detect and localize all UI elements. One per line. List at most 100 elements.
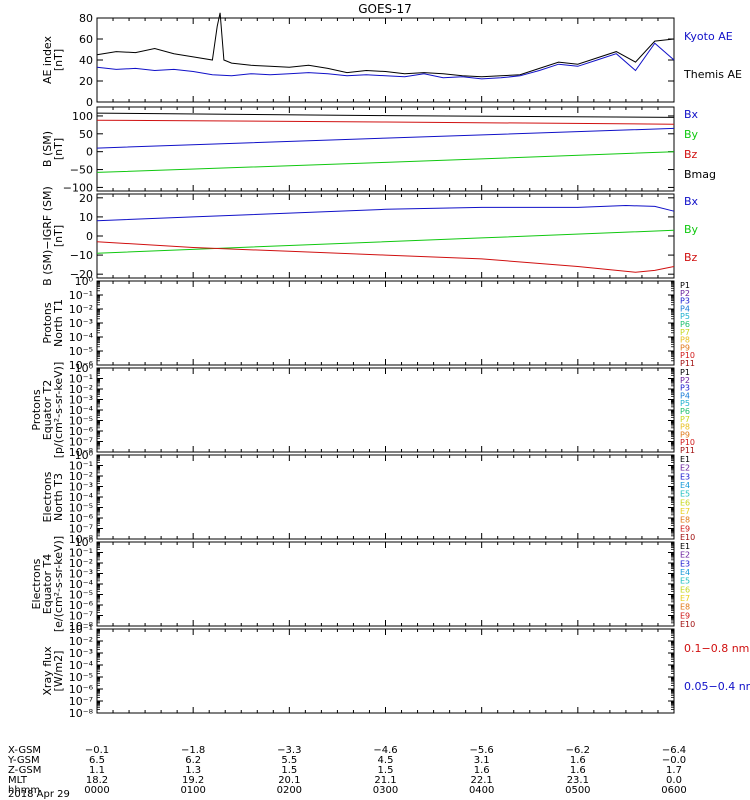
x-tick-value: 1.5 — [378, 765, 394, 776]
x-tick-value: −3.3 — [277, 745, 301, 756]
legend-label: Bz — [684, 148, 698, 161]
y-axis-label: Protons — [41, 302, 54, 343]
legend-label: E9 — [680, 524, 690, 533]
y-tick-label: 10⁻⁵ — [69, 502, 93, 515]
y-tick-label: 10⁻² — [69, 470, 93, 483]
x-tick-value: 1.1 — [89, 765, 105, 776]
legend-label: P11 — [680, 446, 695, 455]
y-tick-label: 10⁻⁸ — [69, 707, 94, 720]
legend-label: P6 — [680, 407, 690, 416]
y-tick-label: 40 — [79, 54, 93, 67]
legend-label: E3 — [680, 472, 690, 481]
y-tick-label: 10⁻³ — [69, 394, 93, 407]
legend-label: P1 — [680, 281, 690, 290]
legend-label: Bz — [684, 251, 698, 264]
legend-label: E4 — [680, 568, 690, 577]
y-axis-label: North T3 — [52, 473, 65, 521]
y-tick-label: −100 — [63, 181, 93, 194]
series-themis-ae — [96, 42, 675, 80]
legend-label: E6 — [680, 498, 690, 507]
x-tick-value: 0400 — [469, 785, 494, 796]
date-label: 2018 Apr 29 — [8, 789, 70, 800]
x-tick-value: 1.3 — [185, 765, 201, 776]
x-tick-value: 1.6 — [570, 765, 586, 776]
panel-bigrf: 20 10 0 −10 −20 B (SM)−IGRF (SM)[nT] Bx By Bz — [41, 186, 699, 286]
legend-label: P1 — [680, 368, 690, 377]
y-tick-label: −20 — [70, 268, 93, 281]
x-tick-value: 23.1 — [567, 775, 589, 786]
y-tick-label: 10⁻⁵ — [69, 345, 93, 358]
y-tick-label: 10⁻⁴ — [69, 659, 94, 672]
legend-label: E7 — [680, 594, 690, 603]
y-tick-label: 10⁻¹ — [69, 373, 93, 386]
legend-label: E3 — [680, 559, 690, 568]
panel-frame — [96, 367, 675, 453]
legend-label: Bmag — [684, 168, 716, 181]
legend-label: Bx — [684, 108, 699, 121]
y-tick-label: 10⁻⁷ — [69, 695, 93, 708]
y-axis-label: [W/m2] — [52, 651, 65, 692]
y-tick-label: 10⁻⁵ — [69, 415, 93, 428]
y-tick-label: 10⁻⁴ — [69, 331, 94, 344]
y-tick-label: 10⁻⁴ — [69, 578, 94, 591]
y-tick-label: −10 — [70, 249, 93, 262]
y-tick-label: 10⁻³ — [69, 647, 93, 660]
y-axis-label: [p/(cm²-s-sr-keV)] — [52, 362, 65, 459]
series-kyoto-ae — [96, 12, 675, 78]
y-axis-label: Equator T2 — [41, 380, 54, 440]
legend-label: P6 — [680, 320, 690, 329]
y-tick-label: 10⁻⁷ — [69, 436, 93, 449]
y-tick-label: 10⁻⁷ — [69, 610, 93, 623]
legend-label: P8 — [680, 423, 690, 432]
y-tick-label: 10⁰ — [75, 275, 94, 288]
y-tick-label: 10⁻³ — [69, 568, 93, 581]
x-tick-value: 20.1 — [278, 775, 300, 786]
x-tick-value: 1.6 — [570, 755, 586, 766]
y-tick-label: 10⁻⁸ — [69, 620, 94, 633]
legend-label: P2 — [680, 289, 690, 298]
x-tick-value: 19.2 — [182, 775, 204, 786]
legend-label: P4 — [680, 391, 690, 400]
y-tick-label: 10⁻⁴ — [69, 491, 94, 504]
y-axis-label: Xray flux — [41, 646, 54, 696]
y-axis-label: [nT] — [52, 138, 65, 160]
y-tick-label: 10⁻² — [69, 635, 93, 648]
y-tick-label: 60 — [79, 33, 93, 46]
y-tick-label: 10⁻¹ — [69, 289, 93, 302]
y-tick-label: 10⁻² — [69, 557, 93, 570]
x-tick-value: −5.6 — [470, 745, 494, 756]
x-tick-value: 0000 — [84, 785, 109, 796]
legend-label: By — [684, 223, 699, 236]
x-tick-value: 6.2 — [185, 755, 201, 766]
y-tick-label: 10⁻⁴ — [69, 404, 94, 417]
legend-label: P10 — [680, 438, 695, 447]
y-axis-label: Protons — [30, 389, 43, 430]
y-tick-label: 10⁻⁶ — [69, 683, 94, 696]
y-axis-label: B (SM)−IGRF (SM) — [41, 186, 54, 286]
x-row-label: X-GSM — [8, 745, 41, 756]
y-axis-label: AE index — [41, 35, 54, 84]
y-axis-label: [nT] — [52, 49, 65, 71]
y-tick-label: 80 — [79, 12, 93, 25]
y-tick-label: 10⁻² — [69, 383, 93, 396]
x-tick-value: 21.1 — [374, 775, 396, 786]
series-by — [96, 229, 675, 254]
x-tick-value: 3.1 — [474, 755, 490, 766]
legend-label: P5 — [680, 399, 690, 408]
x-tick-value: −0.0 — [662, 755, 686, 766]
y-tick-label: 10⁰ — [75, 362, 94, 375]
x-row-label: Z-GSM — [8, 765, 41, 776]
y-tick-label: 20 — [79, 75, 93, 88]
x-tick-value: 0200 — [277, 785, 302, 796]
y-tick-label: 10⁻⁵ — [69, 589, 93, 602]
legend-label: E5 — [680, 577, 690, 586]
x-tick-value: −1.8 — [181, 745, 205, 756]
legend-label: 0.05−0.4 nm — [684, 680, 750, 693]
x-tick-value: 0.0 — [666, 775, 682, 786]
y-tick-label: 10⁻³ — [69, 481, 93, 494]
x-tick-value: 4.5 — [378, 755, 394, 766]
y-tick-label: 0 — [86, 146, 93, 159]
legend-label: P4 — [680, 304, 690, 313]
legend-label: By — [684, 128, 699, 141]
